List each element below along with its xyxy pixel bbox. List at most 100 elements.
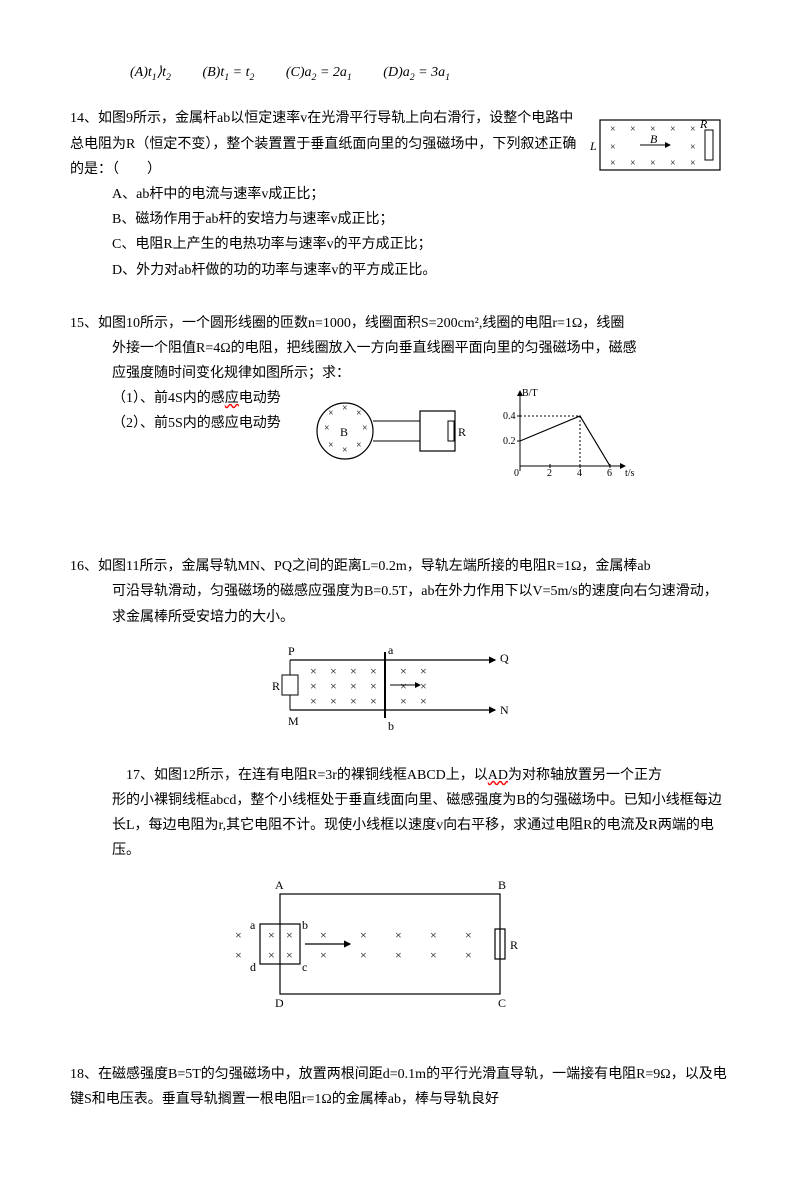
- svg-text:×: ×: [610, 158, 616, 169]
- svg-text:×: ×: [420, 694, 427, 708]
- q15-sub2: （2）、前5S内的感应电动势: [112, 411, 310, 436]
- svg-text:R: R: [458, 425, 466, 439]
- svg-text:2: 2: [547, 468, 552, 479]
- svg-text:×: ×: [370, 694, 377, 708]
- q13-opt-b: (B)t1 = t2: [202, 65, 254, 80]
- q14-stem: 如图9所示，金属杆ab以恒定速率v在光滑平行导轨上向右滑行，设整个电路中总电阻为…: [70, 111, 576, 176]
- svg-text:×: ×: [650, 158, 656, 169]
- q16-figure: R ×××× ×××× ×××× ×× ×× ×× P Q M N a b: [270, 640, 730, 735]
- svg-text:×: ×: [370, 664, 377, 678]
- q18-stem: 在磁感强度B=5T的匀强磁场中，放置两根间距d=0.1m的平行光滑直导轨，一端接…: [70, 1067, 727, 1107]
- svg-text:×: ×: [310, 679, 317, 693]
- svg-text:×: ×: [360, 948, 367, 962]
- q14-opt-c: C、电阻R上产生的电热功率与速率v的平方成正比；: [112, 232, 730, 257]
- svg-text:×: ×: [310, 694, 317, 708]
- svg-text:×: ×: [356, 440, 362, 451]
- svg-text:4: 4: [577, 468, 582, 479]
- q17: 17、如图12所示，在连有电阻R=3r的裸铜线框ABCD上，以AD为对称轴放置另…: [70, 763, 730, 1014]
- q18: 18、在磁感强度B=5T的匀强磁场中，放置两根间距d=0.1m的平行光滑直导轨，…: [70, 1062, 730, 1112]
- svg-text:B/T: B/T: [522, 388, 538, 399]
- q14-opt-d: D、外力对ab杆做的功的功率与速率v的平方成正比。: [112, 258, 730, 283]
- q13-opt-c: (C)a2 = 2a1: [286, 65, 352, 80]
- svg-text:×: ×: [330, 694, 337, 708]
- svg-text:×: ×: [286, 928, 293, 942]
- svg-text:0: 0: [514, 468, 519, 479]
- q17-stem-rest: 形的小裸铜线框abcd，整个小线框处于垂直线面向里、磁感强度为B的匀强磁场中。已…: [112, 788, 730, 864]
- svg-text:×: ×: [235, 928, 242, 942]
- svg-text:×: ×: [395, 928, 402, 942]
- svg-text:c: c: [302, 960, 307, 974]
- svg-text:×: ×: [286, 948, 293, 962]
- svg-text:×: ×: [320, 928, 327, 942]
- svg-text:×: ×: [420, 664, 427, 678]
- q13-options: (A)t1⟩t2 (B)t1 = t2 (C)a2 = 2a1 (D)a2 = …: [130, 60, 730, 86]
- svg-text:×: ×: [350, 679, 357, 693]
- svg-text:×: ×: [320, 948, 327, 962]
- svg-text:b: b: [388, 719, 394, 733]
- svg-text:a: a: [250, 918, 256, 932]
- svg-text:R: R: [699, 117, 708, 131]
- svg-text:×: ×: [630, 124, 636, 135]
- q15-stem3: 应强度随时间变化规律如图所示；求：: [112, 361, 730, 386]
- svg-text:M: M: [288, 714, 299, 728]
- svg-text:×: ×: [610, 124, 616, 135]
- q16: 16、如图11所示，金属导轨MN、PQ之间的距离L=0.2m，导轨左端所接的电阻…: [70, 554, 730, 735]
- q15-stem2: 外接一个阻值R=4Ω的电阻，把线圈放入一方向垂直线圈平面向里的匀强磁场中，磁感: [112, 336, 730, 361]
- q17-stem-start: 如图12所示，在连有电阻R=3r的裸铜线框ABCD上，以AD为对称轴放置另一个正…: [154, 768, 662, 783]
- q15-stem1: 如图10所示，一个圆形线圈的匝数n=1000，线圈面积S=200cm²,线圈的电…: [98, 316, 624, 331]
- svg-text:×: ×: [350, 664, 357, 678]
- svg-text:×: ×: [328, 440, 334, 451]
- q14-opt-a: A、ab杆中的电流与速率v成正比；: [112, 182, 730, 207]
- svg-text:×: ×: [400, 694, 407, 708]
- q15-sub1: （1）、前4S内的感应电动势: [112, 386, 310, 411]
- svg-text:×: ×: [362, 423, 368, 434]
- q16-stem1: 如图11所示，金属导轨MN、PQ之间的距离L=0.2m，导轨左端所接的电阻R=1…: [98, 559, 651, 574]
- svg-text:×: ×: [670, 158, 676, 169]
- svg-text:×: ×: [324, 423, 330, 434]
- svg-text:×: ×: [430, 928, 437, 942]
- q16-stem2: 可沿导轨滑动，匀强磁场的磁感应强度为B=0.5T，ab在外力作用下以V=5m/s…: [112, 579, 730, 629]
- q17-figure: R a b c d ×× ×× ×× ××××× ××××× A B C D: [220, 874, 730, 1014]
- svg-text:×: ×: [328, 408, 334, 419]
- q18-num: 18、: [70, 1067, 98, 1082]
- svg-text:×: ×: [630, 158, 636, 169]
- svg-text:D: D: [275, 996, 284, 1010]
- svg-text:R: R: [272, 679, 280, 693]
- svg-text:×: ×: [465, 948, 472, 962]
- svg-text:P: P: [288, 644, 295, 658]
- q14-num: 14、: [70, 111, 98, 126]
- q15-num: 15、: [70, 316, 98, 331]
- svg-text:N: N: [500, 703, 509, 717]
- svg-text:0.2: 0.2: [503, 436, 516, 447]
- svg-text:C: C: [498, 996, 506, 1010]
- svg-text:×: ×: [310, 664, 317, 678]
- svg-text:×: ×: [268, 928, 275, 942]
- svg-text:b: b: [302, 918, 308, 932]
- svg-text:×: ×: [430, 948, 437, 962]
- svg-text:×: ×: [330, 664, 337, 678]
- svg-text:×: ×: [330, 679, 337, 693]
- q14-opt-b: B、磁场作用于ab杆的安培力与速率v成正比；: [112, 207, 730, 232]
- svg-text:×: ×: [235, 948, 242, 962]
- svg-text:6: 6: [607, 468, 612, 479]
- svg-text:L: L: [590, 139, 597, 153]
- q15-figure-graph: B/T t/s 0.2 0.4 0 2 4 6: [500, 386, 640, 486]
- svg-text:×: ×: [400, 664, 407, 678]
- q13-opt-d: (D)a2 = 3a1: [383, 65, 450, 80]
- q17-num: 17、: [126, 768, 154, 783]
- q14-figure: ××××× ×× ××××× B L R: [590, 110, 730, 180]
- svg-text:×: ×: [356, 408, 362, 419]
- svg-text:t/s: t/s: [625, 468, 635, 479]
- svg-text:×: ×: [465, 928, 472, 942]
- svg-text:×: ×: [370, 679, 377, 693]
- q14: ××××× ×× ××××× B L R 14、如图9所示，金属杆ab以恒定速率…: [70, 106, 730, 282]
- svg-text:×: ×: [268, 948, 275, 962]
- q16-num: 16、: [70, 559, 98, 574]
- svg-text:×: ×: [420, 679, 427, 693]
- svg-text:B: B: [650, 132, 658, 146]
- svg-text:a: a: [388, 643, 394, 657]
- svg-text:Q: Q: [500, 651, 509, 665]
- svg-text:d: d: [250, 960, 256, 974]
- svg-text:×: ×: [395, 948, 402, 962]
- svg-text:B: B: [498, 878, 506, 892]
